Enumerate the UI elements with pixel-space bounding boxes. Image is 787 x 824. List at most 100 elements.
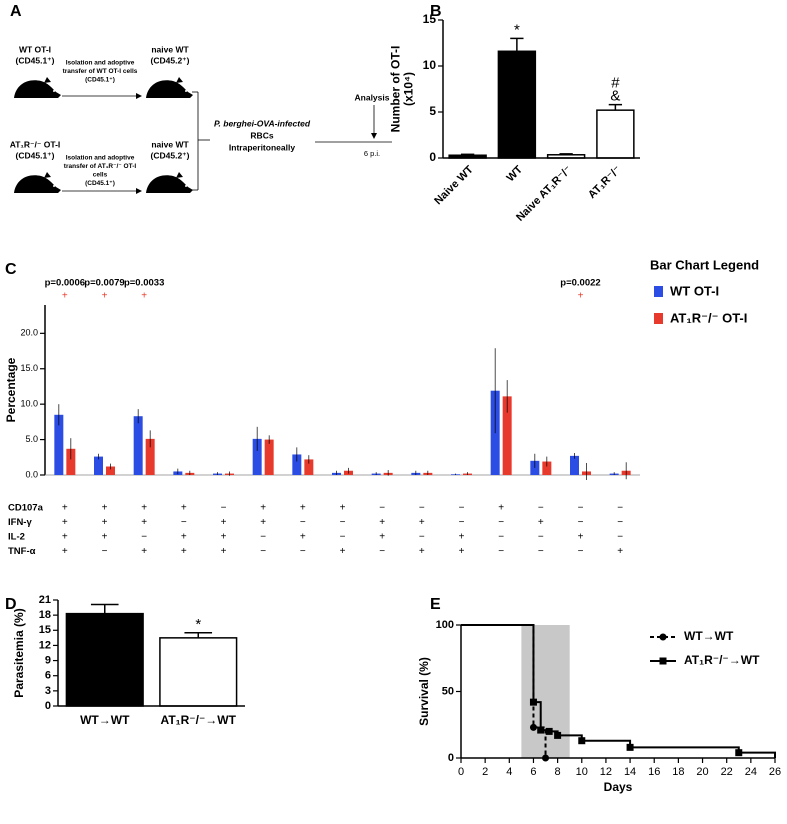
x-tick-label: AT₁R⁻/⁻ — [586, 164, 624, 202]
marker-cell: + — [578, 532, 584, 543]
marker-cell: + — [300, 532, 306, 543]
marker-cell: + — [419, 517, 425, 528]
mouse-ear — [44, 77, 51, 83]
survival-marker — [626, 743, 634, 751]
x-tick-label: 8 — [555, 766, 561, 778]
x-tick-label: 18 — [672, 766, 684, 778]
marker-cell: + — [181, 546, 187, 557]
mouse-icon — [146, 175, 193, 193]
bar — [133, 416, 143, 475]
marker-row-label: TNF-α — [8, 546, 36, 557]
x-tick-label: 12 — [600, 766, 612, 778]
y-tick-label: 0 — [448, 752, 454, 764]
mouse-ear — [176, 77, 183, 83]
marker-cell: − — [498, 546, 504, 557]
marker-cell: + — [62, 517, 68, 528]
y-tick-label: 20.0 — [20, 328, 38, 338]
y-tick-label: 3 — [45, 685, 51, 697]
marker-cell: + — [221, 532, 227, 543]
marker-cell: − — [419, 503, 425, 514]
marker-cell: + — [340, 546, 346, 557]
marker-cell: − — [221, 503, 227, 514]
y-axis-label: Number of OT-I — [389, 46, 403, 133]
donor-label: (CD45.1⁺) — [16, 55, 55, 65]
infection-label: Intraperitoneally — [229, 142, 295, 152]
transfer-label: (CD45.1⁺) — [85, 180, 115, 187]
bar — [66, 448, 76, 475]
p-value: p=0.0079 — [84, 278, 124, 289]
marker-cell: − — [379, 546, 385, 557]
legend-swatch — [654, 313, 663, 324]
survival-marker — [529, 723, 537, 731]
mouse-icon — [14, 175, 61, 193]
y-tick-label: 18 — [39, 609, 51, 621]
panel-label: E — [430, 596, 441, 613]
mouse-eye — [53, 185, 55, 187]
legend-label: AT₁R⁻/⁻ OT-I — [670, 310, 747, 325]
y-tick-label: 15 — [423, 12, 437, 26]
x-tick-label: AT₁R⁻/⁻→WT — [161, 713, 237, 727]
marker-cell: + — [221, 517, 227, 528]
survival-marker — [578, 737, 586, 745]
significance-mark: + — [141, 291, 147, 302]
marker-row-label: CD107a — [8, 503, 44, 514]
x-tick-label: 26 — [769, 766, 781, 778]
annotation: * — [195, 616, 201, 633]
recipient-label: naive WT — [151, 139, 189, 149]
y-axis-label: Parasitemia (%) — [12, 608, 26, 697]
y-tick-label: 0 — [45, 700, 51, 712]
significance-mark: + — [102, 291, 108, 302]
marker-cell: − — [419, 532, 425, 543]
marker-cell: + — [379, 532, 385, 543]
marker-cell: + — [300, 503, 306, 514]
transfer-label: transfer of WT OT-I cells — [63, 68, 138, 75]
marker-cell: − — [617, 517, 623, 528]
donor-label: AT₁R⁻/⁻ OT-I — [10, 139, 61, 149]
bar — [106, 466, 115, 475]
x-tick-label: 20 — [696, 766, 708, 778]
marker-cell: + — [181, 503, 187, 514]
mouse-ear — [44, 172, 51, 178]
y-tick-label: 10.0 — [20, 399, 38, 409]
x-tick-label: 4 — [506, 766, 512, 778]
marker-cell: − — [141, 532, 147, 543]
y-axis-label: Survival (%) — [417, 657, 431, 726]
x-tick-label: Naive WT — [432, 163, 476, 207]
x-axis-label: Days — [604, 780, 633, 794]
survival-marker — [735, 749, 743, 757]
marker-cell: − — [538, 546, 544, 557]
analysis-label: Analysis — [355, 92, 390, 102]
y-tick-label: 0.0 — [25, 469, 38, 479]
p-value: p=0.0006 — [45, 278, 85, 289]
x-tick-label: 22 — [721, 766, 733, 778]
bar — [292, 454, 302, 475]
survival-marker — [537, 726, 545, 734]
marker-cell: − — [181, 517, 187, 528]
marker-cell: − — [617, 532, 623, 543]
x-tick-label: 0 — [458, 766, 464, 778]
marker-cell: − — [340, 532, 346, 543]
marker-cell: + — [617, 546, 623, 557]
marker-cell: + — [181, 532, 187, 543]
y-tick-label: 5 — [429, 104, 436, 118]
marker-cell: + — [419, 546, 425, 557]
x-tick-label: 16 — [648, 766, 660, 778]
x-tick-label: 2 — [482, 766, 488, 778]
infection-label: RBCs — [250, 130, 273, 140]
significance-mark: + — [578, 291, 584, 302]
mouse-eye — [185, 185, 187, 187]
donor-label: (CD45.1⁺) — [16, 150, 55, 160]
legend-label: WT OT-I — [670, 283, 719, 298]
marker-cell: − — [578, 517, 584, 528]
marker-cell: − — [340, 517, 346, 528]
marker-cell: − — [578, 503, 584, 514]
marker-cell: + — [260, 503, 266, 514]
panel-label: B — [430, 3, 442, 20]
recipient-label: naive WT — [151, 44, 189, 54]
y-tick-label: 50 — [442, 685, 454, 697]
bar — [502, 396, 512, 475]
mouse-eye — [185, 90, 187, 92]
marker-cell: − — [260, 532, 266, 543]
marker-cell: − — [498, 517, 504, 528]
